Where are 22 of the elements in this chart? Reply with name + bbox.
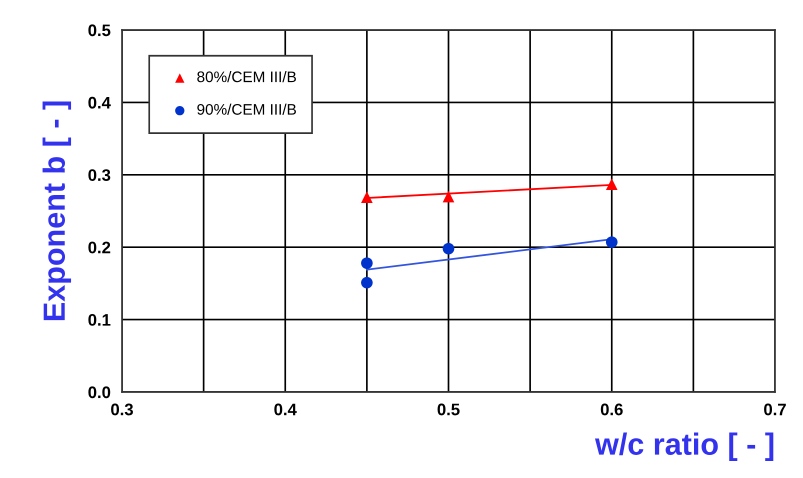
point [442, 190, 454, 202]
y-tick-label: 0.2 [88, 242, 110, 254]
legend-label: 90%/CEM III/B [197, 104, 296, 115]
point [361, 276, 373, 288]
point [442, 242, 454, 254]
x-axis-title: w/c ratio [ - ] [594, 432, 774, 462]
y-tick-label: 0.1 [88, 314, 110, 326]
y-tick-label: 0.0 [88, 386, 110, 398]
y-tick-label: 0.4 [88, 96, 111, 109]
point [606, 178, 618, 190]
x-tick-label: 0.6 [600, 404, 623, 416]
x-tick-label: 0.4 [274, 404, 297, 416]
point [361, 191, 373, 204]
y-tick-label: 0.5 [88, 24, 110, 36]
point [361, 257, 373, 269]
x-tick-label: 0.3 [111, 404, 133, 416]
y-axis-title: Exponent b [ - ] [42, 102, 72, 320]
legend-label: 80%/CEM III/B [197, 71, 296, 82]
x-tick-label: 0.5 [438, 404, 460, 416]
point [606, 236, 618, 248]
x-tick-label: 0.7 [764, 404, 786, 416]
y-tick-label: 0.3 [88, 169, 110, 182]
